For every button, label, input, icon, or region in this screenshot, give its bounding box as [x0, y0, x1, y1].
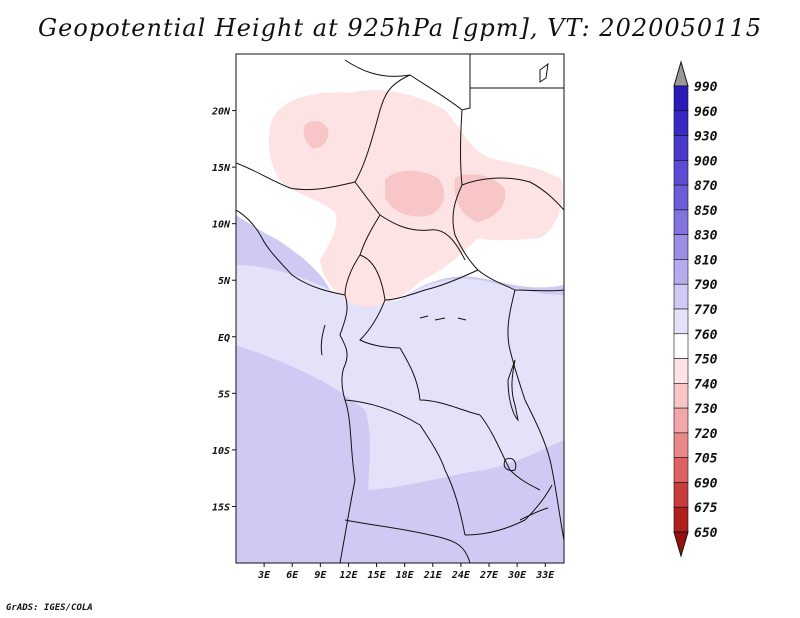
- colorbar-swatch: [673, 110, 689, 136]
- lon-tick-label: 6E: [286, 570, 299, 581]
- colorbar-swatch: [673, 184, 689, 211]
- colorbar-swatch: [673, 234, 689, 260]
- lat-tick-label: 15S: [212, 502, 230, 513]
- colorbar-level-label: 870: [694, 179, 718, 194]
- colorbar-top-extension: [673, 60, 689, 87]
- colorbar-swatch: [673, 85, 689, 112]
- colorbar-level-label: 930: [694, 130, 718, 145]
- colorbar-level-label: 850: [694, 204, 718, 219]
- lon-tick-label: 18E: [396, 570, 415, 581]
- lat-tick-label: 10N: [212, 220, 231, 231]
- lat-tick-label: 10S: [212, 446, 230, 457]
- lon-tick-label: 9E: [314, 570, 327, 581]
- colorbar-swatch: [673, 358, 689, 384]
- colorbar-swatch: [673, 209, 689, 235]
- lon-tick-label: 12E: [339, 570, 358, 581]
- region-north-pink-patch: [395, 94, 420, 110]
- colorbar-level-label: 760: [694, 328, 718, 343]
- map-frame: [235, 53, 565, 564]
- lon-tick-label: 15E: [368, 570, 387, 581]
- region-central-southern-band: [236, 345, 564, 563]
- colorbar-swatch: [673, 283, 689, 310]
- plot-area: [236, 54, 564, 563]
- colorbar-level-label: 720: [694, 427, 718, 442]
- colorbar-swatch: [673, 259, 689, 285]
- colorbar-swatch: [673, 160, 689, 186]
- lat-tick-label: 5N: [218, 276, 231, 287]
- colorbar-swatch: [673, 333, 689, 359]
- region-sudan-low-core: [454, 174, 506, 222]
- colorbar-swatch: [673, 482, 689, 508]
- colorbar-swatch: [673, 457, 689, 483]
- colorbar-swatch: [673, 432, 689, 458]
- lat-tick-label: 20N: [211, 107, 231, 118]
- colorbar-swatch: [673, 383, 689, 409]
- region-equatorial-band: [236, 265, 564, 490]
- lon-tick-label: 30E: [507, 570, 527, 581]
- lon-tick-label: 3E: [257, 570, 271, 581]
- colorbar-level-label: 705: [694, 452, 718, 467]
- colorbar-swatch: [673, 407, 689, 434]
- map-axes: 20N 15N 10N 5N EQ 5S 10S 15S 3E 6E 9E 12E 15E 18E 21E 2…: [211, 107, 555, 581]
- colorbar-level-label: 810: [694, 253, 718, 268]
- region-chad-low-core: [385, 170, 445, 217]
- colorbar-level-label: 675: [694, 501, 718, 516]
- colorbar-level-label: 990: [694, 80, 718, 95]
- colorbar-level-label: 690: [694, 476, 718, 491]
- colorbar-level-label: 960: [694, 105, 718, 120]
- lon-tick-label: 21E: [423, 570, 443, 581]
- colorbar-level-label: 730: [694, 402, 718, 417]
- lon-tick-label: 33E: [535, 570, 555, 581]
- colorbar-swatch: [673, 506, 689, 533]
- colorbar-swatch: [673, 308, 689, 335]
- region-niger-low-core: [303, 120, 329, 149]
- colorbar-level-label: 770: [694, 303, 718, 318]
- colorbar-legend: 990 960 930 900 870 850 830 810 790 770 760 750 740 7…: [673, 60, 718, 558]
- colorbar-level-label: 750: [694, 353, 718, 368]
- colorbar-bottom-extension: [673, 531, 689, 558]
- lat-tick-label: 5S: [218, 389, 230, 400]
- lat-tick-label: EQ: [218, 333, 230, 344]
- colorbar-level-label: 900: [694, 154, 718, 169]
- grads-credit: GrADS: IGES/COLA: [6, 603, 93, 613]
- colorbar-level-label: 740: [694, 377, 718, 392]
- country-borders: [236, 54, 564, 563]
- colorbar-level-label: 830: [694, 229, 718, 244]
- map-title: Geopotential Height at 925hPa [gpm], VT:…: [38, 14, 762, 42]
- lon-tick-label: 24E: [451, 570, 471, 581]
- colorbar-level-label: 650: [694, 526, 718, 541]
- lat-tick-label: 15N: [212, 163, 231, 174]
- colorbar-swatch: [673, 135, 689, 161]
- colorbar-level-label: 790: [694, 278, 718, 293]
- lon-tick-label: 27E: [479, 570, 499, 581]
